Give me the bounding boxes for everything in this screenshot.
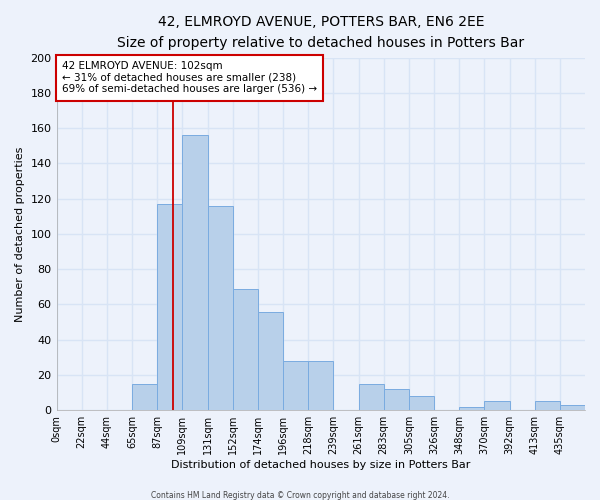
Bar	[535, 402, 560, 410]
Bar	[484, 402, 509, 410]
Bar	[132, 384, 157, 410]
Bar	[459, 406, 484, 410]
Bar	[383, 389, 409, 410]
Bar	[157, 204, 182, 410]
Bar	[283, 361, 308, 410]
Bar	[560, 405, 585, 410]
Text: Contains HM Land Registry data © Crown copyright and database right 2024.: Contains HM Land Registry data © Crown c…	[151, 490, 449, 500]
Bar	[308, 361, 334, 410]
Bar	[208, 206, 233, 410]
Y-axis label: Number of detached properties: Number of detached properties	[15, 146, 25, 322]
Bar	[182, 136, 208, 410]
Bar	[409, 396, 434, 410]
X-axis label: Distribution of detached houses by size in Potters Bar: Distribution of detached houses by size …	[171, 460, 470, 470]
Bar	[359, 384, 383, 410]
Title: 42, ELMROYD AVENUE, POTTERS BAR, EN6 2EE
Size of property relative to detached h: 42, ELMROYD AVENUE, POTTERS BAR, EN6 2EE…	[117, 15, 524, 50]
Text: 42 ELMROYD AVENUE: 102sqm
← 31% of detached houses are smaller (238)
69% of semi: 42 ELMROYD AVENUE: 102sqm ← 31% of detac…	[62, 61, 317, 94]
Bar	[233, 288, 258, 410]
Bar	[258, 312, 283, 410]
